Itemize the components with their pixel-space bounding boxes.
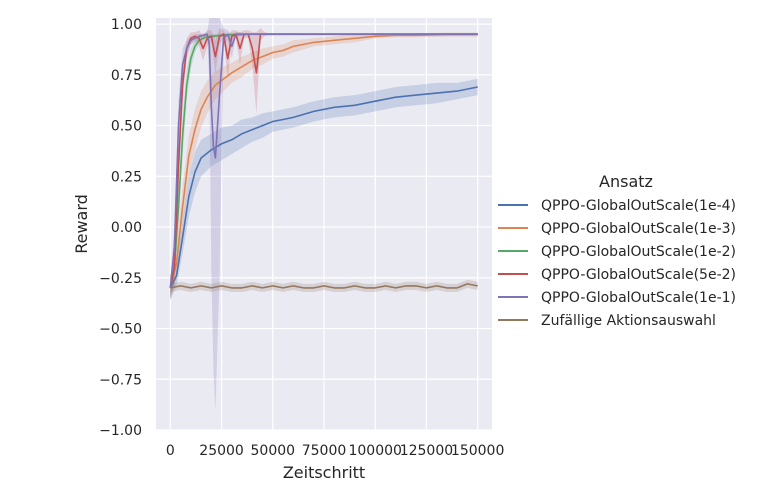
y-tick-label: 1.00 xyxy=(111,17,142,33)
x-axis-title: Zeitschritt xyxy=(283,463,365,482)
series-lines xyxy=(169,33,478,289)
legend-label: QPPO-GlobalOutScale(1e-3) xyxy=(541,221,736,237)
x-tick-label: 25000 xyxy=(199,443,244,459)
y-tick-label: 0.75 xyxy=(111,68,142,84)
legend-label: QPPO-GlobalOutScale(1e-2) xyxy=(541,244,736,260)
y-tick-labels: −1.00 −0.75 −0.50 −0.25 0.00 0.25 0.50 0.75 1.00 xyxy=(99,17,142,439)
x-tick-label: 125000 xyxy=(400,443,453,459)
x-tick-label: 50000 xyxy=(251,443,296,459)
legend-label: Zufällige Aktionsauswahl xyxy=(541,313,716,329)
series-band-0 xyxy=(170,78,478,301)
legend: Ansatz QPPO-GlobalOutScale(1e-4) QPPO-Glo… xyxy=(498,172,736,329)
legend-label: QPPO-GlobalOutScale(1e-1) xyxy=(541,290,736,306)
y-tick-label: −0.50 xyxy=(99,322,142,338)
series-line-5 xyxy=(170,283,478,289)
series-line-4 xyxy=(169,33,478,288)
x-tick-label: 100000 xyxy=(348,443,401,459)
y-tick-label: 0.50 xyxy=(111,119,142,135)
y-tick-label: −0.75 xyxy=(99,372,142,388)
legend-title: Ansatz xyxy=(599,172,653,191)
grid xyxy=(156,18,492,431)
y-tick-label: −1.00 xyxy=(99,423,142,439)
y-tick-label: 0.25 xyxy=(111,169,142,185)
legend-label: QPPO-GlobalOutScale(1e-4) xyxy=(541,198,736,214)
y-tick-label: −0.25 xyxy=(99,271,142,287)
x-tick-label: 0 xyxy=(166,443,175,459)
legend-label: QPPO-GlobalOutScale(5e-2) xyxy=(541,267,736,283)
x-tick-label: 150000 xyxy=(451,443,504,459)
series-line-0 xyxy=(169,86,478,289)
y-axis-title: Reward xyxy=(72,194,91,254)
y-tick-label: 0.00 xyxy=(111,220,142,236)
x-tick-label: 75000 xyxy=(302,443,347,459)
